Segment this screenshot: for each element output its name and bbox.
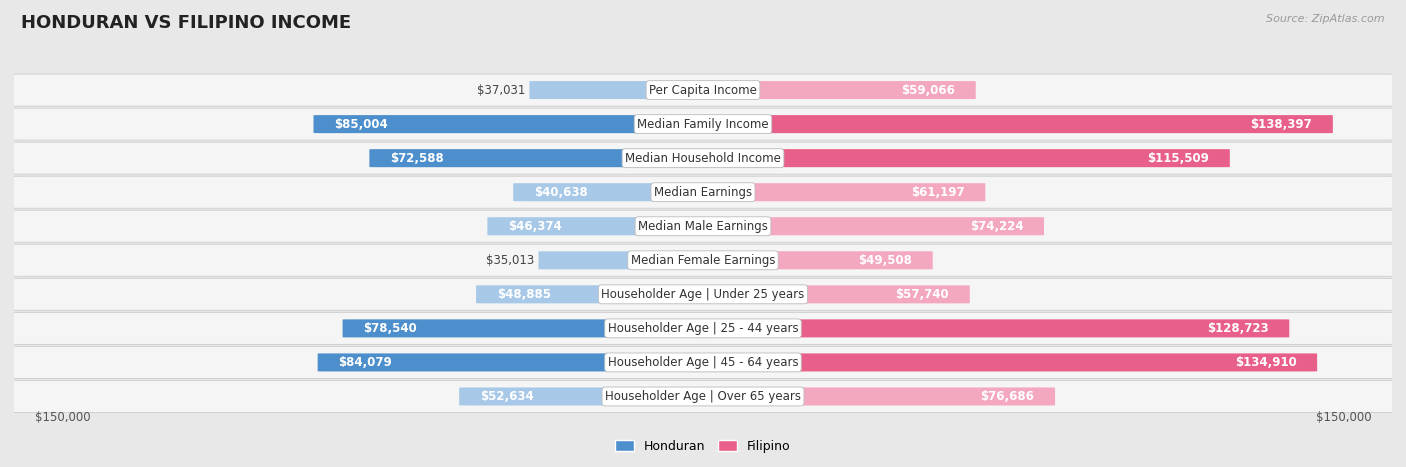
FancyBboxPatch shape [370, 149, 710, 167]
Text: Householder Age | Over 65 years: Householder Age | Over 65 years [605, 390, 801, 403]
Text: $134,910: $134,910 [1234, 356, 1296, 369]
FancyBboxPatch shape [696, 319, 1289, 337]
FancyBboxPatch shape [696, 81, 976, 99]
Text: Median Household Income: Median Household Income [626, 152, 780, 165]
FancyBboxPatch shape [513, 183, 710, 201]
Text: $128,723: $128,723 [1206, 322, 1268, 335]
Text: $40,638: $40,638 [534, 186, 588, 199]
FancyBboxPatch shape [7, 108, 1399, 140]
Text: Median Earnings: Median Earnings [654, 186, 752, 199]
Text: $35,013: $35,013 [486, 254, 534, 267]
FancyBboxPatch shape [696, 285, 970, 304]
FancyBboxPatch shape [7, 278, 1399, 311]
Text: Householder Age | Under 25 years: Householder Age | Under 25 years [602, 288, 804, 301]
FancyBboxPatch shape [460, 388, 710, 405]
FancyBboxPatch shape [696, 115, 1333, 133]
FancyBboxPatch shape [696, 183, 986, 201]
Text: Source: ZipAtlas.com: Source: ZipAtlas.com [1267, 14, 1385, 24]
FancyBboxPatch shape [7, 347, 1399, 378]
FancyBboxPatch shape [696, 388, 1054, 405]
FancyBboxPatch shape [530, 81, 710, 99]
Text: $52,634: $52,634 [479, 390, 534, 403]
FancyBboxPatch shape [314, 115, 710, 133]
Text: $72,588: $72,588 [389, 152, 444, 165]
Text: Per Capita Income: Per Capita Income [650, 84, 756, 97]
Text: $61,197: $61,197 [911, 186, 965, 199]
Text: Median Family Income: Median Family Income [637, 118, 769, 131]
FancyBboxPatch shape [7, 244, 1399, 276]
Text: Householder Age | 25 - 44 years: Householder Age | 25 - 44 years [607, 322, 799, 335]
FancyBboxPatch shape [696, 251, 932, 269]
Text: $150,000: $150,000 [1316, 411, 1371, 424]
Text: $115,509: $115,509 [1147, 152, 1209, 165]
FancyBboxPatch shape [696, 354, 1317, 371]
FancyBboxPatch shape [343, 319, 710, 337]
Text: $85,004: $85,004 [335, 118, 388, 131]
FancyBboxPatch shape [7, 142, 1399, 174]
Text: $37,031: $37,031 [477, 84, 526, 97]
Text: $59,066: $59,066 [901, 84, 955, 97]
FancyBboxPatch shape [696, 217, 1045, 235]
Text: $84,079: $84,079 [339, 356, 392, 369]
FancyBboxPatch shape [488, 217, 710, 235]
Text: $48,885: $48,885 [496, 288, 551, 301]
Text: $76,686: $76,686 [980, 390, 1035, 403]
FancyBboxPatch shape [7, 210, 1399, 242]
Text: $49,508: $49,508 [858, 254, 912, 267]
FancyBboxPatch shape [477, 285, 710, 304]
Text: $57,740: $57,740 [896, 288, 949, 301]
Text: HONDURAN VS FILIPINO INCOME: HONDURAN VS FILIPINO INCOME [21, 14, 351, 32]
FancyBboxPatch shape [538, 251, 710, 269]
Text: Median Female Earnings: Median Female Earnings [631, 254, 775, 267]
Text: $46,374: $46,374 [508, 220, 562, 233]
Text: Householder Age | 45 - 64 years: Householder Age | 45 - 64 years [607, 356, 799, 369]
Text: $138,397: $138,397 [1250, 118, 1312, 131]
Text: $74,224: $74,224 [970, 220, 1024, 233]
Legend: Honduran, Filipino: Honduran, Filipino [610, 435, 796, 458]
FancyBboxPatch shape [7, 312, 1399, 344]
Text: $78,540: $78,540 [363, 322, 418, 335]
FancyBboxPatch shape [7, 176, 1399, 208]
FancyBboxPatch shape [696, 149, 1230, 167]
FancyBboxPatch shape [7, 74, 1399, 106]
FancyBboxPatch shape [7, 381, 1399, 412]
Text: $150,000: $150,000 [35, 411, 90, 424]
Text: Median Male Earnings: Median Male Earnings [638, 220, 768, 233]
FancyBboxPatch shape [318, 354, 710, 371]
